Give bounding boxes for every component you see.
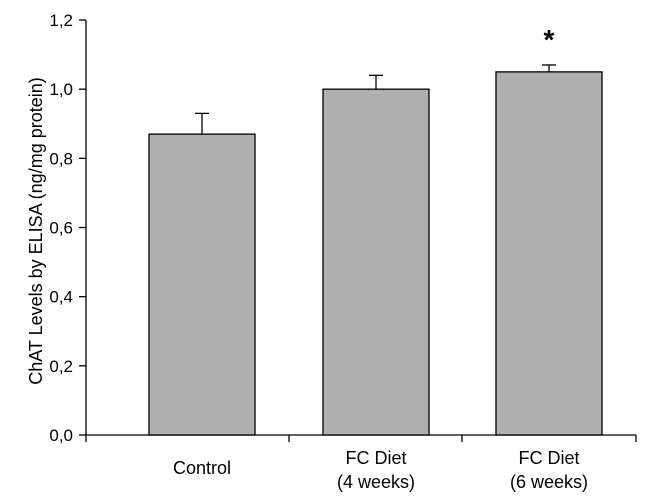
y-tick-label: 0,8 [49, 149, 73, 168]
x-category-label: FC Diet [518, 448, 579, 468]
y-tick-label: 1,2 [49, 11, 73, 30]
y-tick-label: 0,0 [49, 426, 73, 445]
x-axis [85, 434, 637, 442]
y-tick-label: 0,6 [49, 219, 73, 238]
bar [148, 133, 256, 436]
x-category-label: Control [173, 458, 231, 478]
category-labels: Control FC Diet (4 weeks) FC Diet (6 weeks) [173, 448, 588, 492]
significance-marker: * [544, 24, 555, 55]
x-category-label: (6 weeks) [510, 472, 588, 492]
y-tick-label: 0,2 [49, 357, 73, 376]
bar [322, 88, 430, 436]
bar [495, 71, 603, 436]
y-axis-title: ChAT Levels by ELISA (ng/mg protein) [26, 77, 46, 385]
x-category-label: FC Diet [345, 448, 406, 468]
y-tick-label: 0,4 [49, 288, 73, 307]
y-axis: 0,0 0,2 0,4 0,6 0,8 1,0 1,2 [49, 11, 87, 445]
y-tick-label: 1,0 [49, 80, 73, 99]
x-category-label: (4 weeks) [337, 472, 415, 492]
bars-group: * [148, 24, 603, 436]
